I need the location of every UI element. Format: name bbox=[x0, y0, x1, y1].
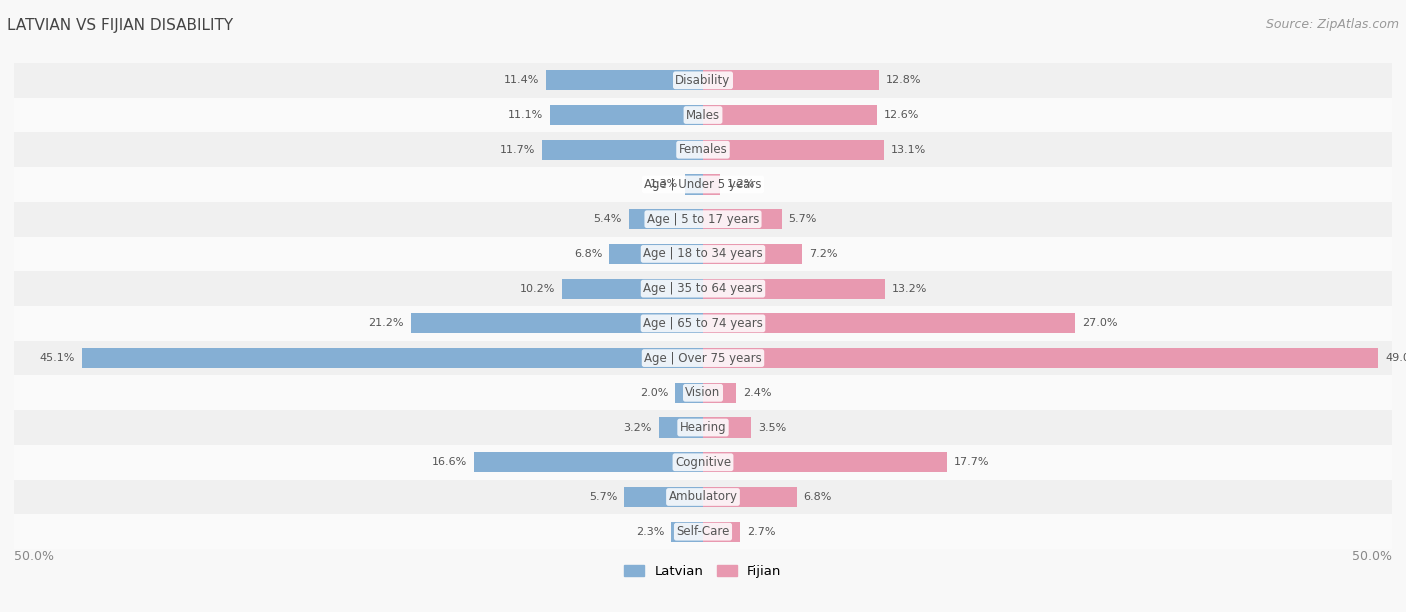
Text: 3.5%: 3.5% bbox=[758, 422, 786, 433]
Text: 6.8%: 6.8% bbox=[574, 249, 602, 259]
Text: 50.0%: 50.0% bbox=[14, 550, 53, 563]
Bar bbox=[14, 167, 1392, 202]
Text: Self-Care: Self-Care bbox=[676, 525, 730, 538]
Bar bbox=[703, 521, 740, 542]
Bar bbox=[14, 63, 1392, 98]
Text: Age | 18 to 34 years: Age | 18 to 34 years bbox=[643, 247, 763, 261]
Bar bbox=[14, 375, 1392, 410]
Bar bbox=[703, 452, 946, 472]
Bar bbox=[82, 348, 703, 368]
Text: 27.0%: 27.0% bbox=[1083, 318, 1118, 329]
Text: 11.1%: 11.1% bbox=[508, 110, 543, 120]
Bar bbox=[14, 514, 1392, 549]
Bar bbox=[703, 105, 876, 125]
Bar bbox=[411, 313, 703, 334]
Text: 13.2%: 13.2% bbox=[891, 283, 927, 294]
Text: Disability: Disability bbox=[675, 74, 731, 87]
Bar bbox=[14, 237, 1392, 271]
Text: 3.2%: 3.2% bbox=[624, 422, 652, 433]
Text: Source: ZipAtlas.com: Source: ZipAtlas.com bbox=[1265, 18, 1399, 31]
Text: 17.7%: 17.7% bbox=[953, 457, 990, 467]
Bar bbox=[550, 105, 703, 125]
Bar bbox=[628, 209, 703, 230]
Text: 11.7%: 11.7% bbox=[499, 145, 534, 155]
Text: 5.7%: 5.7% bbox=[589, 492, 617, 502]
Bar bbox=[685, 174, 703, 195]
Legend: Latvian, Fijian: Latvian, Fijian bbox=[619, 559, 787, 583]
Text: Ambulatory: Ambulatory bbox=[668, 490, 738, 504]
Bar bbox=[546, 70, 703, 91]
Text: 1.3%: 1.3% bbox=[650, 179, 678, 190]
Bar bbox=[14, 410, 1392, 445]
Text: Age | 35 to 64 years: Age | 35 to 64 years bbox=[643, 282, 763, 295]
Text: LATVIAN VS FIJIAN DISABILITY: LATVIAN VS FIJIAN DISABILITY bbox=[7, 18, 233, 34]
Text: Cognitive: Cognitive bbox=[675, 456, 731, 469]
Bar bbox=[14, 341, 1392, 375]
Text: 13.1%: 13.1% bbox=[890, 145, 925, 155]
Text: 21.2%: 21.2% bbox=[368, 318, 404, 329]
Text: 12.6%: 12.6% bbox=[883, 110, 920, 120]
Text: 50.0%: 50.0% bbox=[1353, 550, 1392, 563]
Text: 2.0%: 2.0% bbox=[640, 388, 669, 398]
Bar bbox=[609, 244, 703, 264]
Text: 7.2%: 7.2% bbox=[808, 249, 838, 259]
Bar bbox=[703, 244, 803, 264]
Text: 16.6%: 16.6% bbox=[432, 457, 467, 467]
Bar bbox=[14, 306, 1392, 341]
Text: Age | 65 to 74 years: Age | 65 to 74 years bbox=[643, 317, 763, 330]
Text: 45.1%: 45.1% bbox=[39, 353, 75, 363]
Bar bbox=[703, 382, 737, 403]
Text: Age | Over 75 years: Age | Over 75 years bbox=[644, 351, 762, 365]
Text: Vision: Vision bbox=[685, 386, 721, 399]
Bar bbox=[703, 348, 1378, 368]
Text: Hearing: Hearing bbox=[679, 421, 727, 434]
Text: 2.3%: 2.3% bbox=[636, 527, 665, 537]
Bar bbox=[703, 278, 884, 299]
Text: 11.4%: 11.4% bbox=[503, 75, 538, 85]
Bar bbox=[703, 70, 879, 91]
Bar bbox=[14, 98, 1392, 132]
Text: 5.4%: 5.4% bbox=[593, 214, 621, 224]
Bar bbox=[675, 382, 703, 403]
Bar bbox=[671, 521, 703, 542]
Bar bbox=[703, 174, 720, 195]
Text: 2.4%: 2.4% bbox=[742, 388, 772, 398]
Bar bbox=[703, 487, 797, 507]
Text: Age | 5 to 17 years: Age | 5 to 17 years bbox=[647, 213, 759, 226]
Bar bbox=[703, 140, 883, 160]
Bar bbox=[474, 452, 703, 472]
Bar bbox=[14, 202, 1392, 237]
Bar bbox=[703, 417, 751, 438]
Text: 6.8%: 6.8% bbox=[804, 492, 832, 502]
Bar bbox=[14, 445, 1392, 480]
Bar bbox=[562, 278, 703, 299]
Bar bbox=[14, 480, 1392, 514]
Text: 49.0%: 49.0% bbox=[1385, 353, 1406, 363]
Text: 1.2%: 1.2% bbox=[727, 179, 755, 190]
Text: Males: Males bbox=[686, 108, 720, 122]
Text: Females: Females bbox=[679, 143, 727, 156]
Bar bbox=[703, 209, 782, 230]
Text: 12.8%: 12.8% bbox=[886, 75, 922, 85]
Bar bbox=[14, 271, 1392, 306]
Text: Age | Under 5 years: Age | Under 5 years bbox=[644, 178, 762, 191]
Bar bbox=[624, 487, 703, 507]
Text: 2.7%: 2.7% bbox=[747, 527, 776, 537]
Bar bbox=[14, 132, 1392, 167]
Bar bbox=[541, 140, 703, 160]
Text: 5.7%: 5.7% bbox=[789, 214, 817, 224]
Bar bbox=[703, 313, 1076, 334]
Text: 10.2%: 10.2% bbox=[520, 283, 555, 294]
Bar bbox=[659, 417, 703, 438]
